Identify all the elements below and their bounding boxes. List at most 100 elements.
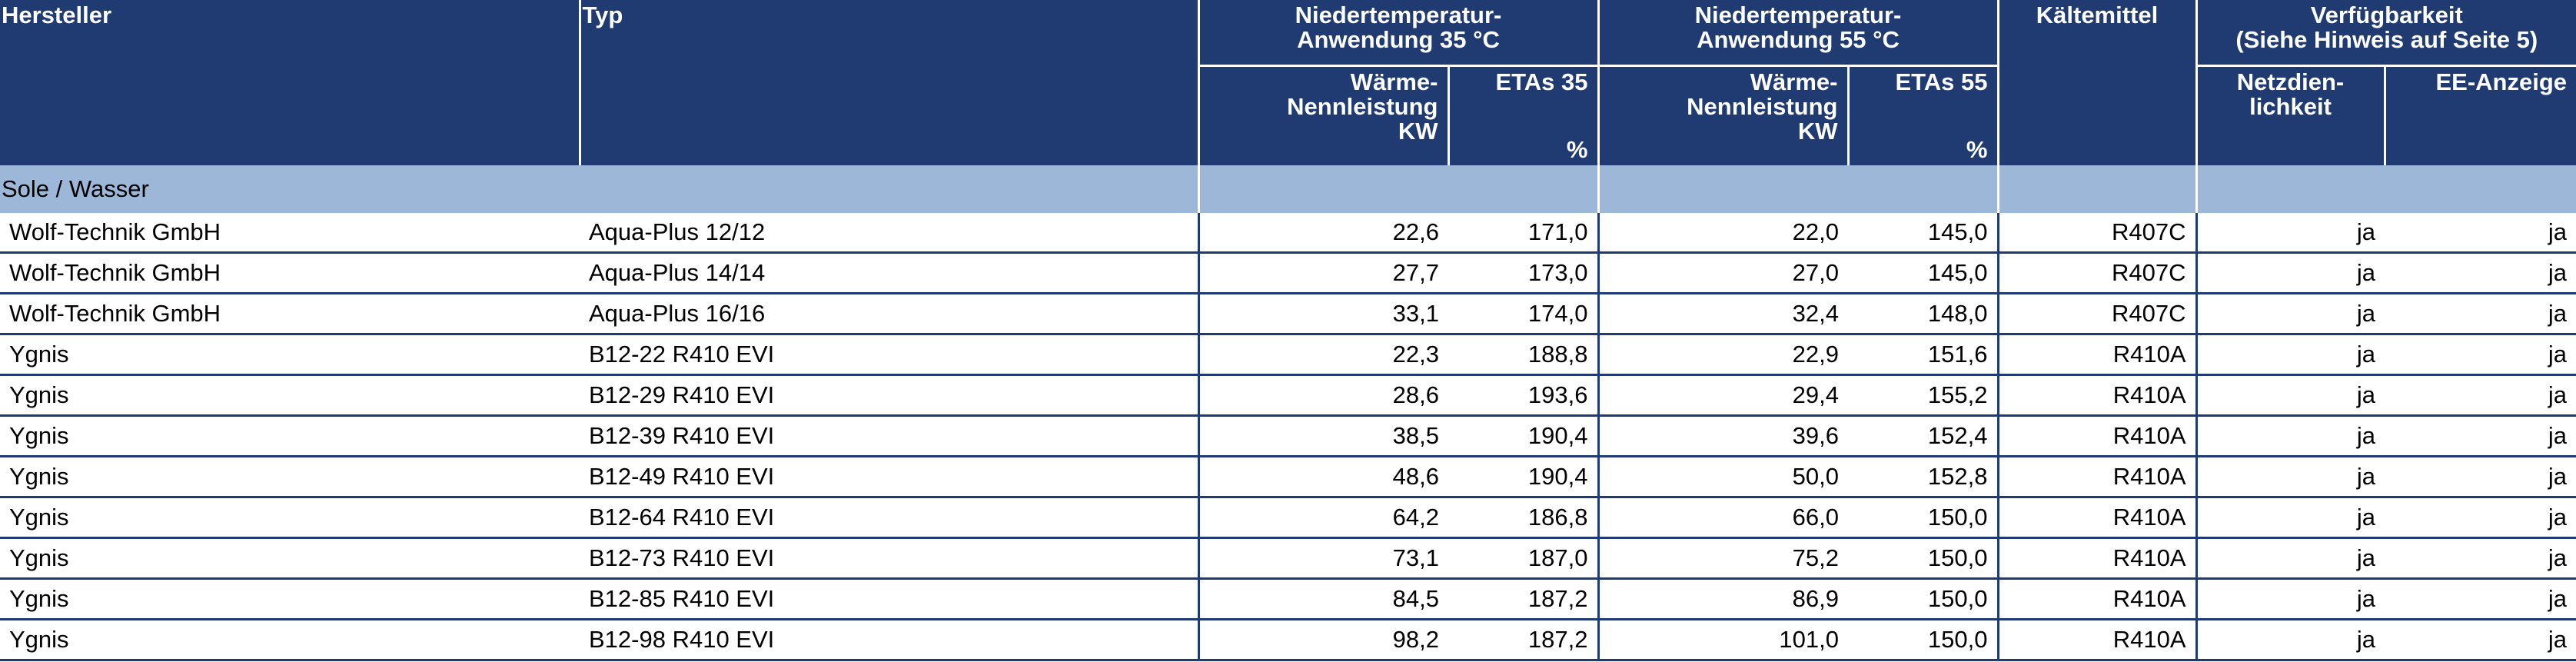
table-row: Wolf-Technik GmbH Aqua-Plus 16/16 33,1 174,… (0, 293, 2576, 335)
cell-kaeltemittel: R407C (1996, 252, 2196, 294)
header-verf-line2: (Siehe Hinweis auf Seite 5) (2235, 26, 2538, 53)
cell-ee-anzeige: ja (2385, 619, 2576, 661)
cell-kaeltemittel: R410A (1996, 374, 2196, 417)
cell-waerme-55: 22,9 (1597, 334, 1848, 376)
cell-netzdienlichkeit: ja (2195, 537, 2385, 580)
cell-etas-35: 171,0 (1448, 213, 1598, 254)
cell-kaeltemittel: R407C (1996, 213, 2196, 254)
cell-ee-anzeige: ja (2385, 252, 2576, 294)
category-label: Sole / Wasser (0, 165, 1200, 213)
table-row: Ygnis B12-85 R410 EVI 84,5 187,2 86,9 150,0 R4… (0, 578, 2576, 620)
table-row: Ygnis B12-49 R410 EVI 48,6 190,4 50,0 152,8 R4… (0, 456, 2576, 498)
cell-waerme-35: 48,6 (1197, 456, 1448, 498)
cell-ee-anzeige: ja (2385, 213, 2576, 254)
category-spacer (1998, 165, 2198, 213)
header-waerme-55: Wärme- Nennleistung KW (1598, 65, 1850, 165)
cell-ee-anzeige: ja (2385, 415, 2576, 457)
cell-hersteller: Wolf-Technik GmbH (0, 293, 580, 335)
cell-waerme-55: 27,0 (1597, 252, 1848, 294)
cell-ee-anzeige: ja (2385, 537, 2576, 580)
cell-etas-35: 174,0 (1448, 293, 1598, 335)
cell-typ: Aqua-Plus 12/12 (580, 213, 1198, 254)
table-header: Hersteller Typ Niedertemperatur- Anwendu… (0, 0, 2576, 165)
cell-hersteller: Ygnis (0, 415, 580, 457)
cell-typ: Aqua-Plus 16/16 (580, 293, 1198, 335)
cell-typ: B12-85 R410 EVI (580, 578, 1198, 620)
cell-netzdienlichkeit: ja (2195, 456, 2385, 498)
table-row: Ygnis B12-98 R410 EVI 98,2 187,2 101,0 150,0 R… (0, 619, 2576, 661)
cell-waerme-35: 98,2 (1197, 619, 1448, 661)
header-waerme35-line2: Nennleistung (1287, 93, 1438, 120)
table-row: Ygnis B12-22 R410 EVI 22,3 188,8 22,9 151,6 R4… (0, 334, 2576, 376)
header-waerme-35: Wärme- Nennleistung KW (1198, 65, 1450, 165)
cell-etas-55: 152,4 (1848, 415, 1998, 457)
cell-kaeltemittel: R407C (1996, 293, 2196, 335)
cell-hersteller: Ygnis (0, 578, 580, 620)
cell-kaeltemittel: R410A (1996, 456, 2196, 498)
header-netzdienlichkeit: Netzdien- lichkeit (2196, 65, 2386, 165)
header-verf-line1: Verfügbarkeit (2310, 2, 2463, 28)
cell-etas-35: 188,8 (1448, 334, 1598, 376)
cell-ee-anzeige: ja (2385, 374, 2576, 417)
cell-typ: B12-98 R410 EVI (580, 619, 1198, 661)
cell-waerme-35: 27,7 (1197, 252, 1448, 294)
cell-etas-35: 187,2 (1448, 619, 1598, 661)
header-etas-35: ETAs 35 % (1448, 65, 1600, 165)
header-kaeltemittel: Kältemittel (1998, 0, 2198, 165)
cell-waerme-55: 66,0 (1597, 497, 1848, 539)
cell-etas-55: 150,0 (1848, 497, 1998, 539)
category-spacer (2196, 165, 2576, 213)
cell-etas-55: 151,6 (1848, 334, 1998, 376)
category-spacer (1598, 165, 1999, 213)
header-etas35-label: ETAs 35 (1495, 68, 1588, 95)
cell-typ: B12-22 R410 EVI (580, 334, 1198, 376)
category-spacer (1198, 165, 1600, 213)
header-etas35-unit: % (1566, 136, 1588, 163)
cell-typ: Aqua-Plus 14/14 (580, 252, 1198, 294)
table-body: Sole / Wasser Wolf-Technik GmbH Aqua-Plus… (0, 165, 2576, 661)
header-nt35-line1: Niedertemperatur- (1295, 2, 1502, 28)
cell-kaeltemittel: R410A (1996, 537, 2196, 580)
cell-netzdienlichkeit: ja (2195, 415, 2385, 457)
header-netz-line1: Netzdien- (2236, 68, 2345, 95)
cell-etas-35: 186,8 (1448, 497, 1598, 539)
cell-waerme-35: 64,2 (1197, 497, 1448, 539)
cell-netzdienlichkeit: ja (2195, 578, 2385, 620)
header-etas55-label: ETAs 55 (1895, 68, 1988, 95)
header-waerme55-line1: Wärme- (1750, 68, 1838, 95)
cell-waerme-55: 101,0 (1597, 619, 1848, 661)
cell-waerme-55: 75,2 (1597, 537, 1848, 580)
cell-typ: B12-64 R410 EVI (580, 497, 1198, 539)
cell-hersteller: Ygnis (0, 334, 580, 376)
cell-hersteller: Wolf-Technik GmbH (0, 213, 580, 254)
header-waerme35-line1: Wärme- (1350, 68, 1438, 95)
cell-etas-35: 190,4 (1448, 456, 1598, 498)
cell-etas-35: 187,2 (1448, 578, 1598, 620)
cell-etas-55: 145,0 (1848, 213, 1998, 254)
cell-etas-55: 150,0 (1848, 578, 1998, 620)
cell-ee-anzeige: ja (2385, 578, 2576, 620)
header-ee-anzeige: EE-Anzeige (2385, 65, 2576, 165)
cell-typ: B12-39 R410 EVI (580, 415, 1198, 457)
cell-kaeltemittel: R410A (1996, 334, 2196, 376)
cell-netzdienlichkeit: ja (2195, 293, 2385, 335)
header-netz-line2: lichkeit (2249, 93, 2332, 120)
cell-hersteller: Ygnis (0, 497, 580, 539)
cell-ee-anzeige: ja (2385, 456, 2576, 498)
cell-kaeltemittel: R410A (1996, 578, 2196, 620)
cell-ee-anzeige: ja (2385, 334, 2576, 376)
cell-netzdienlichkeit: ja (2195, 213, 2385, 254)
cell-netzdienlichkeit: ja (2195, 252, 2385, 294)
header-typ: Typ (580, 0, 1200, 165)
header-niedertemperatur-35: Niedertemperatur- Anwendung 35 °C (1198, 0, 1600, 66)
cell-waerme-35: 22,3 (1197, 334, 1448, 376)
cell-waerme-35: 38,5 (1197, 415, 1448, 457)
cell-netzdienlichkeit: ja (2195, 619, 2385, 661)
cell-waerme-35: 73,1 (1197, 537, 1448, 580)
cell-waerme-55: 32,4 (1597, 293, 1848, 335)
cell-typ: B12-29 R410 EVI (580, 374, 1198, 417)
cell-ee-anzeige: ja (2385, 497, 2576, 539)
cell-etas-55: 148,0 (1848, 293, 1998, 335)
header-niedertemperatur-55: Niedertemperatur- Anwendung 55 °C (1598, 0, 1999, 66)
cell-typ: B12-73 R410 EVI (580, 537, 1198, 580)
